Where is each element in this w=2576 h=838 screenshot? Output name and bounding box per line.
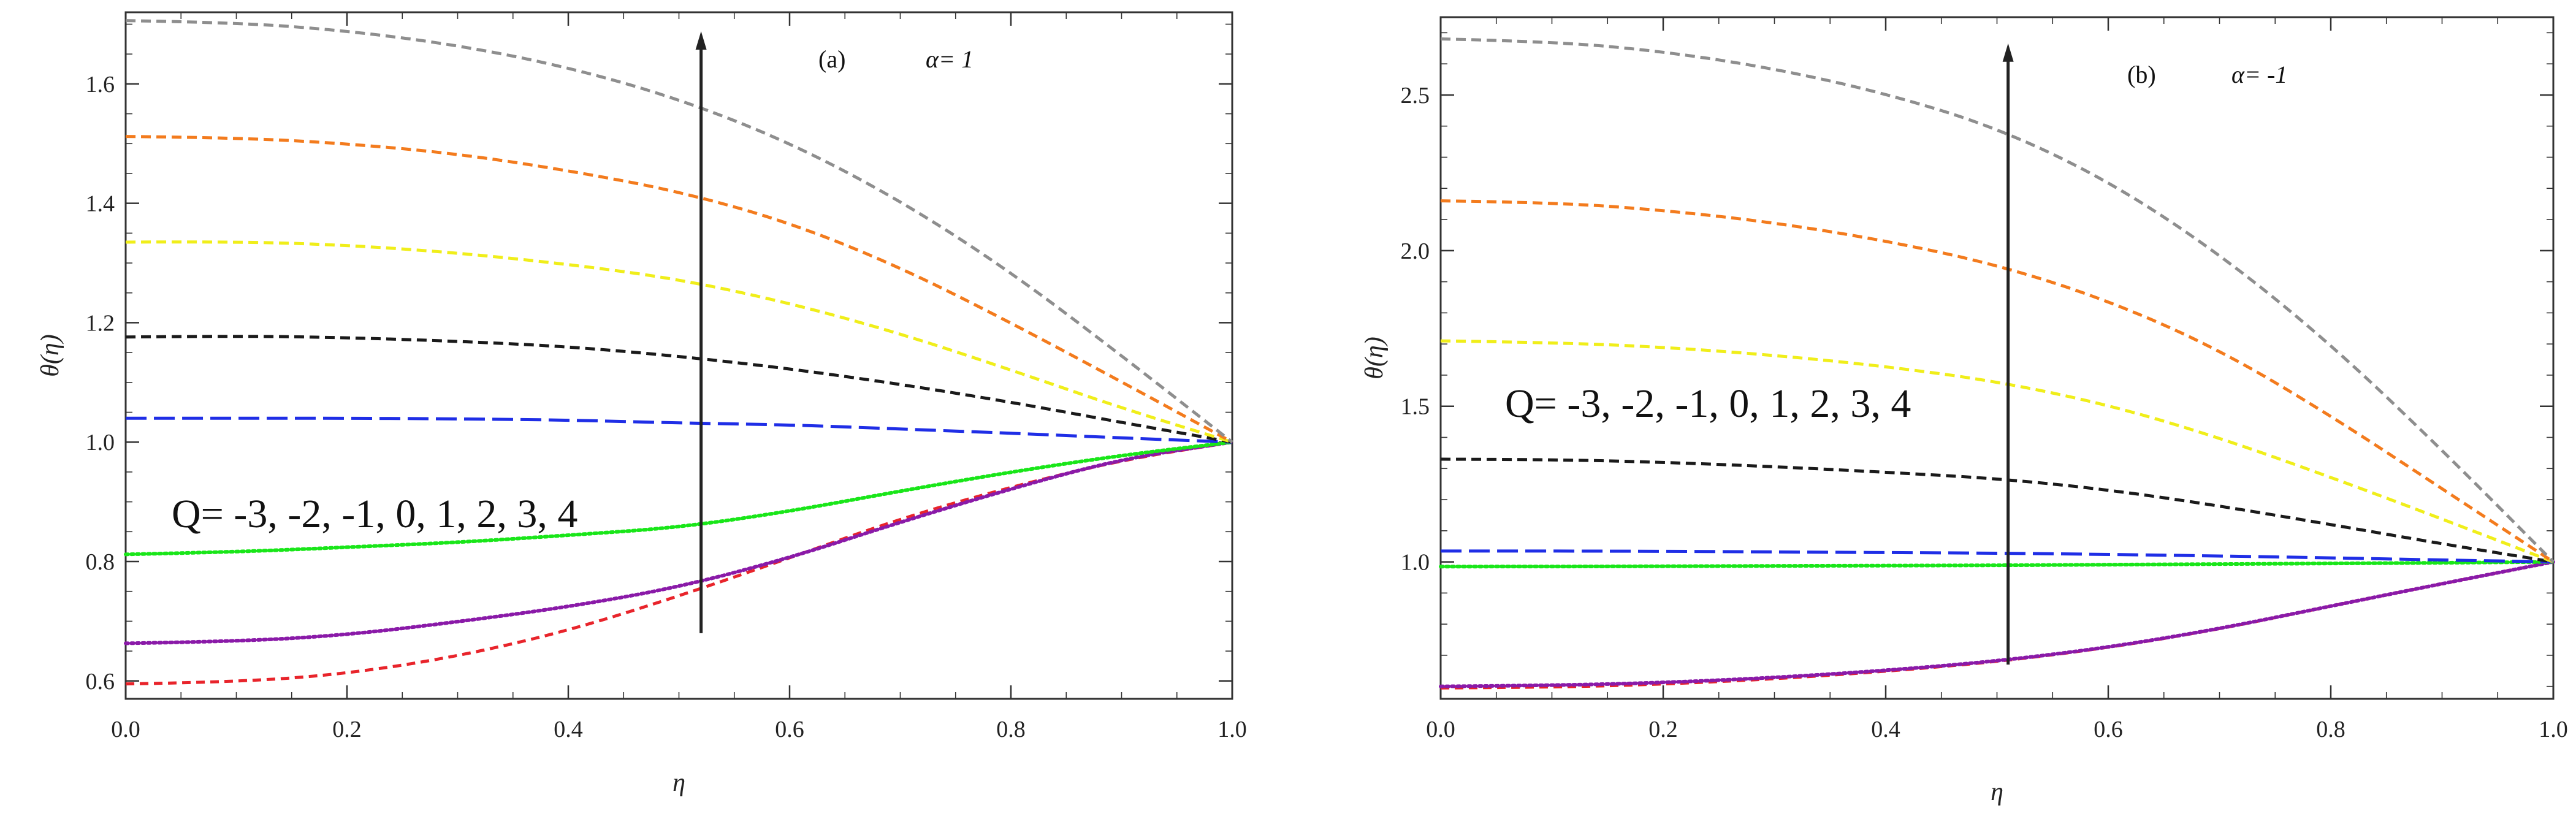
x-tick-label: 0.2 bbox=[332, 717, 362, 742]
y-tick-label: 0.6 bbox=[86, 669, 115, 695]
q-values-annotation: Q= -3, -2, -1, 0, 1, 2, 3, 4 bbox=[172, 492, 577, 536]
series-line-Q3 bbox=[1440, 199, 2555, 563]
series-line-Q0 bbox=[126, 416, 1233, 444]
y-tick-label: 1.6 bbox=[86, 72, 115, 97]
trend-arrow-head bbox=[2002, 43, 2014, 62]
y-tick-label: 2.0 bbox=[1401, 238, 1430, 264]
series-line-Q4 bbox=[125, 19, 1233, 444]
series-line-Qminus1 bbox=[1439, 560, 2555, 569]
panel-label: (b) bbox=[2127, 61, 2156, 88]
trend-arrow-head bbox=[695, 31, 707, 50]
y-tick-label: 1.0 bbox=[1401, 550, 1430, 576]
series-line-Qminus2 bbox=[1439, 560, 2555, 688]
x-tick-label: 0.0 bbox=[111, 717, 140, 742]
y-tick-label: 1.4 bbox=[86, 191, 115, 217]
series-line-Q3 bbox=[125, 135, 1233, 444]
x-tick-label: 0.8 bbox=[996, 717, 1026, 742]
x-tick-label: 0.6 bbox=[775, 717, 804, 742]
y-tick-label: 1.2 bbox=[86, 310, 115, 336]
series-line-Qminus3 bbox=[125, 440, 1233, 686]
series-line-Q2 bbox=[1440, 339, 2554, 563]
x-tick-label: 1.0 bbox=[1218, 717, 1247, 742]
q-values-annotation: Q= -3, -2, -1, 0, 1, 2, 3, 4 bbox=[1505, 381, 1911, 426]
x-axis-title: η bbox=[673, 769, 685, 797]
series-line-Q1 bbox=[125, 335, 1233, 444]
series-line-Q4 bbox=[1440, 37, 2555, 563]
chart-panel-b: 0.0 0.2 0.4 0.6 0.8 1.0 1.0 1.5 2.0 2.5 (b) α= -1 Q=… bbox=[1360, 16, 2568, 806]
x-tick-label: 1.0 bbox=[2539, 717, 2568, 742]
y-axis-title: θ(η) bbox=[1360, 337, 1389, 379]
y-tick-label: 1.5 bbox=[1401, 394, 1430, 420]
x-tick-label: 0.8 bbox=[2316, 717, 2345, 742]
y-tick-label: 0.8 bbox=[86, 549, 115, 575]
x-tick-label: 0.4 bbox=[554, 717, 583, 742]
y-tick-label: 1.0 bbox=[86, 430, 115, 455]
x-axis-title: η bbox=[1991, 778, 2003, 806]
series-line-Q0 bbox=[1440, 549, 2554, 564]
chart-panel-a: 0.0 0.2 0.4 0.6 0.8 1.0 0.6 0.8 1.0 1.2 1.4 1.6 (a) α… bbox=[36, 11, 1247, 797]
panel-label: (a) bbox=[818, 45, 845, 73]
alpha-label: α= 1 bbox=[926, 45, 974, 73]
series-line-Qminus2 bbox=[124, 440, 1234, 646]
x-tick-label: 0.4 bbox=[1871, 717, 1900, 742]
series-line-Q1 bbox=[1440, 457, 2554, 564]
y-tick-label: 2.5 bbox=[1401, 83, 1430, 109]
x-tick-label: 0.0 bbox=[1426, 717, 1455, 742]
series-line-Qminus1 bbox=[124, 440, 1234, 557]
alpha-label: α= -1 bbox=[2231, 61, 2287, 88]
x-tick-label: 0.6 bbox=[2094, 717, 2123, 742]
x-tick-label: 0.2 bbox=[1648, 717, 1678, 742]
y-axis-title: θ(η) bbox=[36, 334, 64, 376]
series-line-Q2 bbox=[125, 240, 1233, 444]
